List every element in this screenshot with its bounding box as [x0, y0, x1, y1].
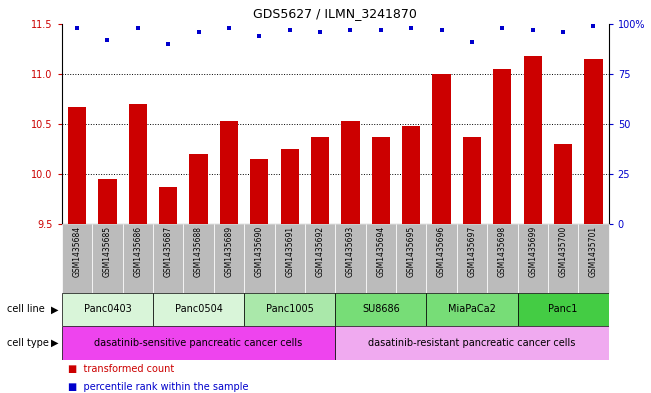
Point [72, 24, 82, 31]
Text: GSM1435701: GSM1435701 [589, 226, 598, 277]
Text: GSM1435690: GSM1435690 [255, 226, 264, 277]
Point [558, 28, 568, 35]
Bar [463, 137, 481, 224]
Bar [487, 224, 518, 293]
Bar [585, 59, 603, 224]
Point [102, 37, 113, 43]
Bar [129, 104, 147, 224]
Point [589, 22, 599, 29]
Bar [92, 224, 122, 293]
Text: GDS5627 / ILMN_3241870: GDS5627 / ILMN_3241870 [253, 7, 417, 20]
Point [133, 24, 143, 31]
Bar [335, 224, 366, 293]
Bar [402, 126, 421, 224]
Point [193, 28, 204, 35]
Point [467, 39, 477, 45]
Bar [578, 224, 609, 293]
Text: GSM1435700: GSM1435700 [559, 226, 568, 277]
Text: GSM1435699: GSM1435699 [528, 226, 537, 277]
Bar [184, 224, 214, 293]
Text: GSM1435684: GSM1435684 [72, 226, 81, 277]
Point [284, 26, 295, 33]
Text: GSM1435698: GSM1435698 [498, 226, 507, 277]
Bar [426, 293, 518, 326]
Text: Panc1005: Panc1005 [266, 305, 314, 314]
Bar [493, 69, 512, 224]
Text: GSM1435688: GSM1435688 [194, 226, 203, 277]
Point [345, 26, 355, 33]
Bar [305, 224, 335, 293]
Text: Panc0504: Panc0504 [174, 305, 223, 314]
Bar [396, 224, 426, 293]
Text: Panc0403: Panc0403 [83, 305, 132, 314]
Bar [68, 107, 86, 224]
Bar [457, 224, 487, 293]
Bar [159, 187, 177, 224]
Bar [214, 224, 244, 293]
Point [376, 26, 386, 33]
Text: cell type: cell type [7, 338, 48, 348]
Text: GSM1435687: GSM1435687 [163, 226, 173, 277]
Text: GSM1435686: GSM1435686 [133, 226, 143, 277]
Bar [311, 137, 329, 224]
Point [254, 33, 264, 39]
Bar [548, 224, 578, 293]
Bar [62, 293, 153, 326]
Bar [518, 293, 609, 326]
Text: ▶: ▶ [51, 305, 59, 314]
Bar [554, 144, 572, 224]
Text: dasatinib-resistant pancreatic cancer cells: dasatinib-resistant pancreatic cancer ce… [368, 338, 575, 348]
Text: GSM1435696: GSM1435696 [437, 226, 446, 277]
Bar [275, 224, 305, 293]
Text: dasatinib-sensitive pancreatic cancer cells: dasatinib-sensitive pancreatic cancer ce… [94, 338, 303, 348]
Bar [189, 154, 208, 224]
Bar [523, 56, 542, 224]
Text: ▶: ▶ [51, 338, 59, 348]
Bar [432, 73, 450, 224]
Text: cell line: cell line [7, 305, 44, 314]
Bar [250, 159, 268, 224]
Bar [62, 224, 92, 293]
Bar [153, 224, 184, 293]
Bar [426, 224, 457, 293]
Bar [220, 121, 238, 224]
Bar [518, 224, 548, 293]
Text: ■  percentile rank within the sample: ■ percentile rank within the sample [68, 382, 249, 392]
Text: GSM1435697: GSM1435697 [467, 226, 477, 277]
Bar [335, 293, 426, 326]
Bar [62, 326, 335, 360]
Text: GSM1435689: GSM1435689 [225, 226, 234, 277]
Text: ■  transformed count: ■ transformed count [68, 364, 174, 373]
Bar [372, 137, 390, 224]
Point [224, 24, 234, 31]
Bar [244, 293, 335, 326]
Bar [122, 224, 153, 293]
Text: GSM1435692: GSM1435692 [316, 226, 325, 277]
Bar [366, 224, 396, 293]
Text: GSM1435691: GSM1435691 [285, 226, 294, 277]
Point [436, 26, 447, 33]
Bar [335, 326, 609, 360]
Text: GSM1435694: GSM1435694 [376, 226, 385, 277]
Point [497, 24, 508, 31]
Text: GSM1435693: GSM1435693 [346, 226, 355, 277]
Text: SU8686: SU8686 [362, 305, 400, 314]
Point [163, 40, 173, 47]
Bar [281, 149, 299, 224]
Point [315, 28, 326, 35]
Bar [341, 121, 359, 224]
Text: GSM1435695: GSM1435695 [407, 226, 416, 277]
Text: Panc1: Panc1 [548, 305, 578, 314]
Bar [98, 179, 117, 224]
Bar [244, 224, 275, 293]
Point [406, 24, 417, 31]
Point [527, 26, 538, 33]
Text: GSM1435685: GSM1435685 [103, 226, 112, 277]
Text: MiaPaCa2: MiaPaCa2 [448, 305, 496, 314]
Bar [153, 293, 244, 326]
